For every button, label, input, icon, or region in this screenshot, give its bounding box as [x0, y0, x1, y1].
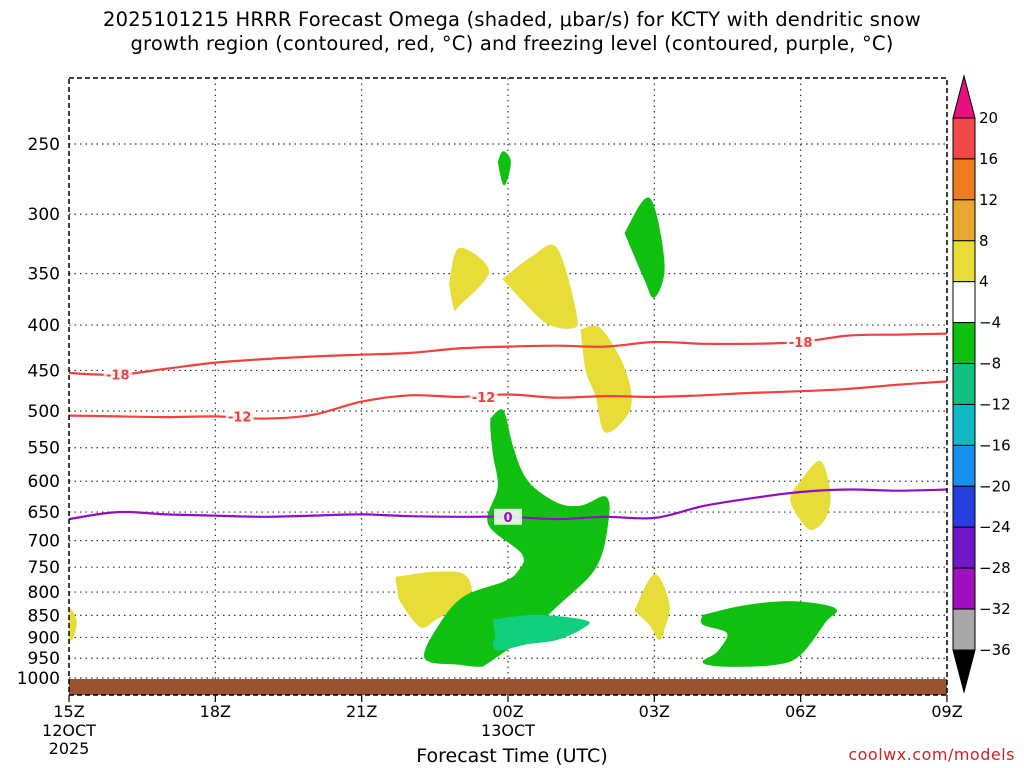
contour-label: -18 [106, 369, 130, 384]
colorbar-top-arrow [952, 74, 976, 119]
contour-label-bg [494, 508, 522, 525]
colorbar-label: 8 [979, 232, 989, 250]
colorbar-swatch [952, 199, 976, 242]
y-tick-label: 1000 [17, 669, 60, 689]
chart-title-line-2: growth region (contoured, red, °C) and f… [130, 32, 894, 55]
colorbar-swatch [952, 567, 976, 610]
contour-label: -18 [789, 336, 813, 351]
x-tick-label: 03Z [638, 702, 670, 721]
x-axis [68, 695, 948, 702]
contour-label-bg [225, 408, 254, 425]
colorbar: 20 16 12 8 4 −4 −8 −12 −16 −20 −24 −28 −32 −36 [952, 74, 1011, 694]
colorbar-label: −4 [979, 314, 1001, 332]
y-tick-label: 950 [28, 649, 60, 669]
plot-frame [68, 77, 948, 696]
colorbar-label: −16 [979, 436, 1011, 454]
colorbar-swatch [952, 608, 976, 651]
colorbar-label: −8 [979, 355, 1001, 373]
colorbar-label: −32 [979, 600, 1011, 618]
colorbar-swatch [952, 403, 976, 446]
contour-label: -12 [228, 410, 252, 425]
x-tick-label: 21Z [345, 702, 378, 721]
x-tick-label: 09Z [931, 702, 963, 721]
colorbar-label: −36 [979, 641, 1011, 659]
omega-region [497, 151, 511, 186]
omega-region [502, 244, 578, 329]
chart-title-line-1: 2025101215 HRRR Forecast Omega (shaded, … [103, 8, 921, 31]
colorbar-bottom-arrow [952, 649, 976, 694]
y-axis: 2503003504004505005506006507007508008509… [17, 135, 60, 689]
y-tick-label: 850 [28, 606, 60, 626]
colorbar-label: −20 [979, 477, 1011, 495]
colorbar-label: 12 [979, 191, 998, 209]
colorbar-label: −24 [979, 518, 1011, 536]
colorbar-swatch [952, 444, 976, 487]
y-tick-label: 900 [28, 628, 60, 648]
omega-region [395, 571, 472, 629]
colorbar-swatch [952, 117, 976, 160]
omega-region [448, 248, 490, 311]
contour-line [69, 380, 947, 420]
x-tick-label: 15Z [53, 702, 85, 721]
x-tick-label: 18Z [199, 702, 231, 721]
ground-surface [69, 679, 947, 695]
omega-region [492, 614, 590, 651]
omega-region [69, 608, 77, 642]
y-tick-label: 650 [28, 503, 60, 523]
x-tick-label: 06Z [784, 702, 817, 721]
omega-region [700, 601, 837, 667]
y-tick-label: 600 [28, 472, 60, 492]
source-credit: coolwx.com/models [848, 745, 1015, 764]
y-tick-label: 800 [28, 583, 60, 603]
omega-region [790, 460, 831, 530]
contour-label: -12 [472, 391, 496, 406]
y-tick-label: 450 [28, 361, 60, 381]
x-axis-title: Forecast Time (UTC) [416, 745, 608, 767]
colorbar-label: 4 [979, 273, 989, 291]
colorbar-label: 16 [979, 150, 998, 168]
contour-label: 0 [503, 511, 512, 526]
contour-label-bg [469, 388, 498, 405]
x-tick-label: 00Z [492, 702, 524, 721]
omega-region [424, 409, 610, 667]
omega-region [634, 574, 670, 641]
omega-shaded-regions [69, 151, 837, 667]
omega-region [579, 325, 632, 433]
x-tick-label: 13OCT [481, 721, 535, 740]
colorbar-swatch [952, 526, 976, 569]
y-tick-label: 500 [28, 402, 60, 422]
x-tick-label: 12OCT [42, 721, 96, 740]
colorbar-swatch [952, 158, 976, 201]
y-tick-label: 350 [28, 265, 60, 285]
y-tick-label: 300 [28, 205, 60, 225]
colorbar-label: 20 [979, 109, 998, 127]
colorbar-label: −12 [979, 395, 1011, 413]
y-tick-label: 400 [28, 316, 60, 336]
y-tick-label: 700 [28, 532, 60, 552]
y-tick-label: 750 [28, 558, 60, 578]
colorbar-swatch [952, 240, 976, 283]
x-tick-label: 2025 [48, 739, 90, 758]
temperature-contours: -18 -18 -12 -12 0 [69, 332, 947, 526]
colorbar-swatch [952, 363, 976, 405]
colorbar-swatch [952, 281, 976, 324]
contour-label-bg [786, 334, 815, 351]
colorbar-label: −28 [979, 559, 1011, 577]
omega-region [624, 197, 665, 298]
contour-label-bg [103, 366, 132, 383]
colorbar-swatch [952, 485, 976, 528]
y-tick-label: 250 [28, 135, 60, 155]
colorbar-swatch [952, 322, 976, 365]
y-tick-label: 550 [28, 439, 60, 459]
